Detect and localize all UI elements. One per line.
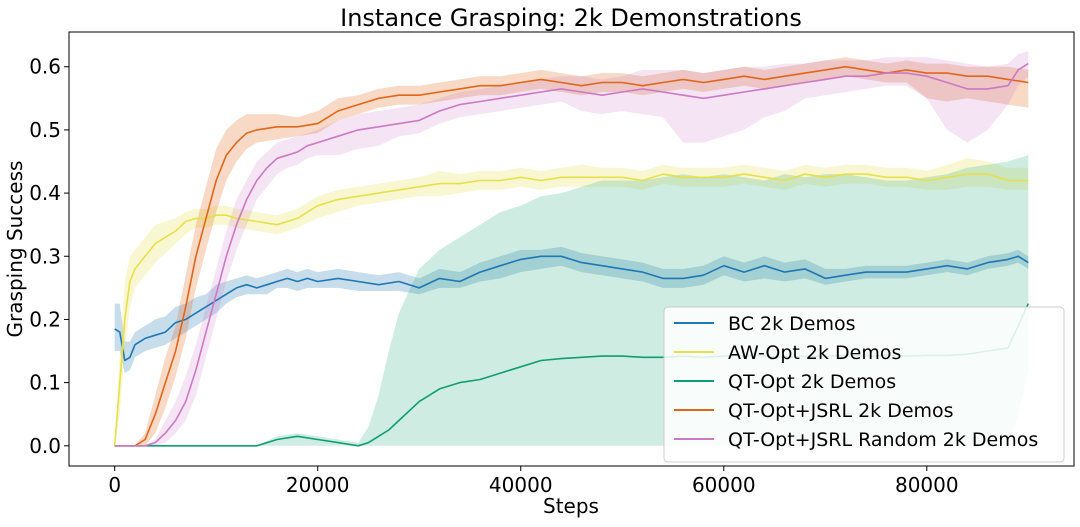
x-axis-ticks: 0 20000 40000 60000 80000 [108,466,959,497]
line-series-4 [114,65,1029,447]
legend: BC 2k Demos AW-Opt 2k Demos QT-Opt 2k Demo… [663,306,1065,463]
y-tick-label: 0.1 [29,371,61,395]
y-axis-ticks: 0.0 0.1 0.2 0.3 0.4 0.5 0.6 [29,55,69,458]
y-axis-label: Grasping Success [3,161,27,338]
legend-box [663,306,1065,463]
plot-area-frame [68,31,1075,467]
legend-label: BC 2k Demos [728,313,856,335]
x-tick-label: 0 [108,473,121,497]
line-series-2 [113,173,1029,446]
x-tick-label: 60000 [692,473,756,497]
line-series-5 [114,62,1029,447]
x-tick-label: 20000 [286,473,350,497]
legend-label: QT-Opt+JSRL 2k Demos [728,400,954,422]
legend-label: AW-Opt 2k Demos [728,342,901,364]
line-series-1 [114,255,1029,362]
band-series-5 [114,51,1029,446]
x-tick-label: 80000 [895,473,959,497]
chart-title: Instance Grasping: 2k Demonstrations [340,4,802,32]
y-tick-label: 0.5 [29,118,61,142]
band-series-2 [114,158,1029,446]
legend-label: QT-Opt+JSRL Random 2k Demos [728,429,1038,451]
band-series-4 [114,57,1029,446]
x-axis-label: Steps [543,494,599,518]
x-tick-label: 40000 [489,473,553,497]
y-tick-label: 0.0 [29,434,61,458]
legend-label: QT-Opt 2k Demos [728,371,896,393]
y-tick-label: 0.6 [29,55,61,79]
y-tick-label: 0.3 [29,244,61,268]
y-tick-label: 0.4 [29,181,61,205]
y-tick-label: 0.2 [29,307,61,331]
